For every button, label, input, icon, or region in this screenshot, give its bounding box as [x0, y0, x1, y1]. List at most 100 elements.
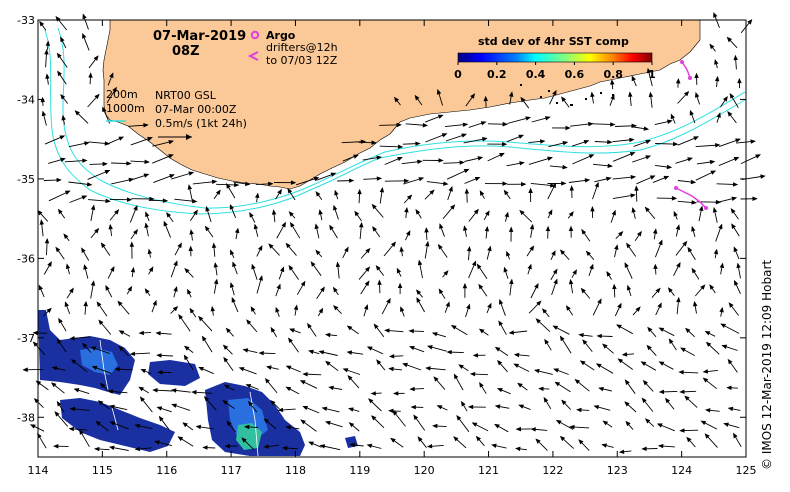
current-arrow: [288, 337, 299, 353]
current-arrow: [138, 330, 152, 336]
current-arrow: [152, 154, 174, 164]
current-arrow: [612, 193, 636, 200]
current-arrow: [487, 121, 508, 127]
current-arrow: [461, 400, 468, 412]
current-arrow: [709, 284, 716, 294]
current-arrow: [88, 55, 99, 69]
current-arrow: [464, 156, 484, 162]
current-arrow: [392, 409, 406, 427]
current-arrow: [527, 263, 532, 275]
current-arrow: [171, 403, 191, 411]
date-label: 07-Mar-2019: [153, 29, 246, 44]
current-arrow: [487, 152, 505, 162]
current-arrow: [82, 13, 89, 30]
current-arrow: [705, 341, 720, 355]
current-arrow: [22, 367, 44, 372]
current-arrow: [384, 156, 403, 165]
current-arrow: [277, 407, 296, 413]
current-arrow: [405, 122, 429, 128]
x-tick-label: 114: [28, 464, 49, 477]
current-arrow: [138, 386, 149, 394]
current-arrow: [287, 187, 296, 201]
current-arrow: [559, 249, 570, 260]
current-arrow: [402, 362, 422, 371]
x-tick-label: 117: [221, 464, 242, 477]
current-arrow: [730, 208, 739, 220]
current-arrow: [727, 358, 738, 373]
current-arrow: [314, 223, 320, 239]
current-arrow: [592, 122, 616, 127]
current-arrow: [111, 161, 132, 166]
current-arrow: [285, 386, 300, 395]
current-arrow: [647, 326, 657, 338]
current-arrow: [370, 415, 385, 429]
current-arrow: [593, 163, 613, 169]
current-arrow: [202, 445, 216, 450]
current-arrow: [370, 391, 382, 396]
current-arrow: [678, 370, 699, 375]
current-arrow: [507, 182, 527, 187]
current-arrow: [130, 136, 154, 146]
current-arrow: [296, 280, 306, 295]
current-arrow: [184, 267, 194, 278]
current-arrow: [727, 110, 737, 124]
current-arrow: [632, 306, 641, 316]
current-arrow: [402, 141, 421, 146]
current-arrow: [436, 88, 444, 106]
current-arrow: [187, 184, 193, 202]
current-arrow: [712, 206, 718, 223]
current-arrow: [484, 181, 508, 186]
current-arrow: [655, 164, 673, 170]
current-arrow: [54, 411, 69, 427]
current-arrow: [718, 157, 740, 167]
current-arrow: [478, 283, 488, 297]
current-arrow: [79, 429, 90, 447]
current-arrow: [736, 262, 741, 279]
current-arrow: [107, 389, 128, 394]
current-arrow: [388, 353, 404, 359]
current-arrow: [538, 386, 550, 392]
current-arrow: [48, 190, 71, 202]
current-arrow: [97, 400, 110, 410]
current-arrow: [464, 188, 470, 203]
current-arrow: [118, 345, 129, 357]
current-arrow: [422, 158, 444, 163]
current-arrow: [676, 296, 681, 315]
current-arrow: [596, 333, 613, 339]
current-arrow: [541, 308, 550, 318]
current-arrow: [51, 382, 65, 394]
current-arrow: [404, 206, 409, 218]
current-arrow: [394, 96, 401, 106]
current-arrow: [517, 382, 528, 391]
current-arrow: [82, 33, 90, 51]
current-arrow: [44, 237, 50, 256]
current-arrow: [245, 384, 259, 390]
current-arrow: [610, 79, 615, 90]
current-arrow: [616, 324, 634, 335]
current-arrow: [612, 174, 637, 180]
current-arrow: [709, 43, 716, 52]
current-arrow: [183, 345, 194, 353]
current-arrow: [174, 198, 198, 204]
current-arrow: [648, 91, 654, 108]
current-arrow: [131, 196, 155, 202]
current-arrow: [392, 391, 405, 396]
current-arrow: [230, 249, 235, 258]
current-arrow: [247, 400, 258, 413]
current-arrow: [468, 121, 487, 128]
current-arrow: [118, 330, 131, 337]
current-arrow: [617, 358, 634, 370]
current-arrow: [45, 73, 50, 85]
current-arrow: [594, 176, 612, 183]
current-arrow: [450, 324, 468, 336]
current-arrow: [222, 400, 235, 409]
current-arrow: [90, 227, 100, 239]
current-arrow: [465, 303, 471, 318]
current-arrow: [737, 77, 742, 89]
current-arrow: [727, 406, 741, 412]
current-arrow: [626, 284, 632, 297]
current-arrow: [726, 385, 738, 391]
current-arrow: [134, 446, 152, 452]
current-arrow: [425, 133, 448, 143]
